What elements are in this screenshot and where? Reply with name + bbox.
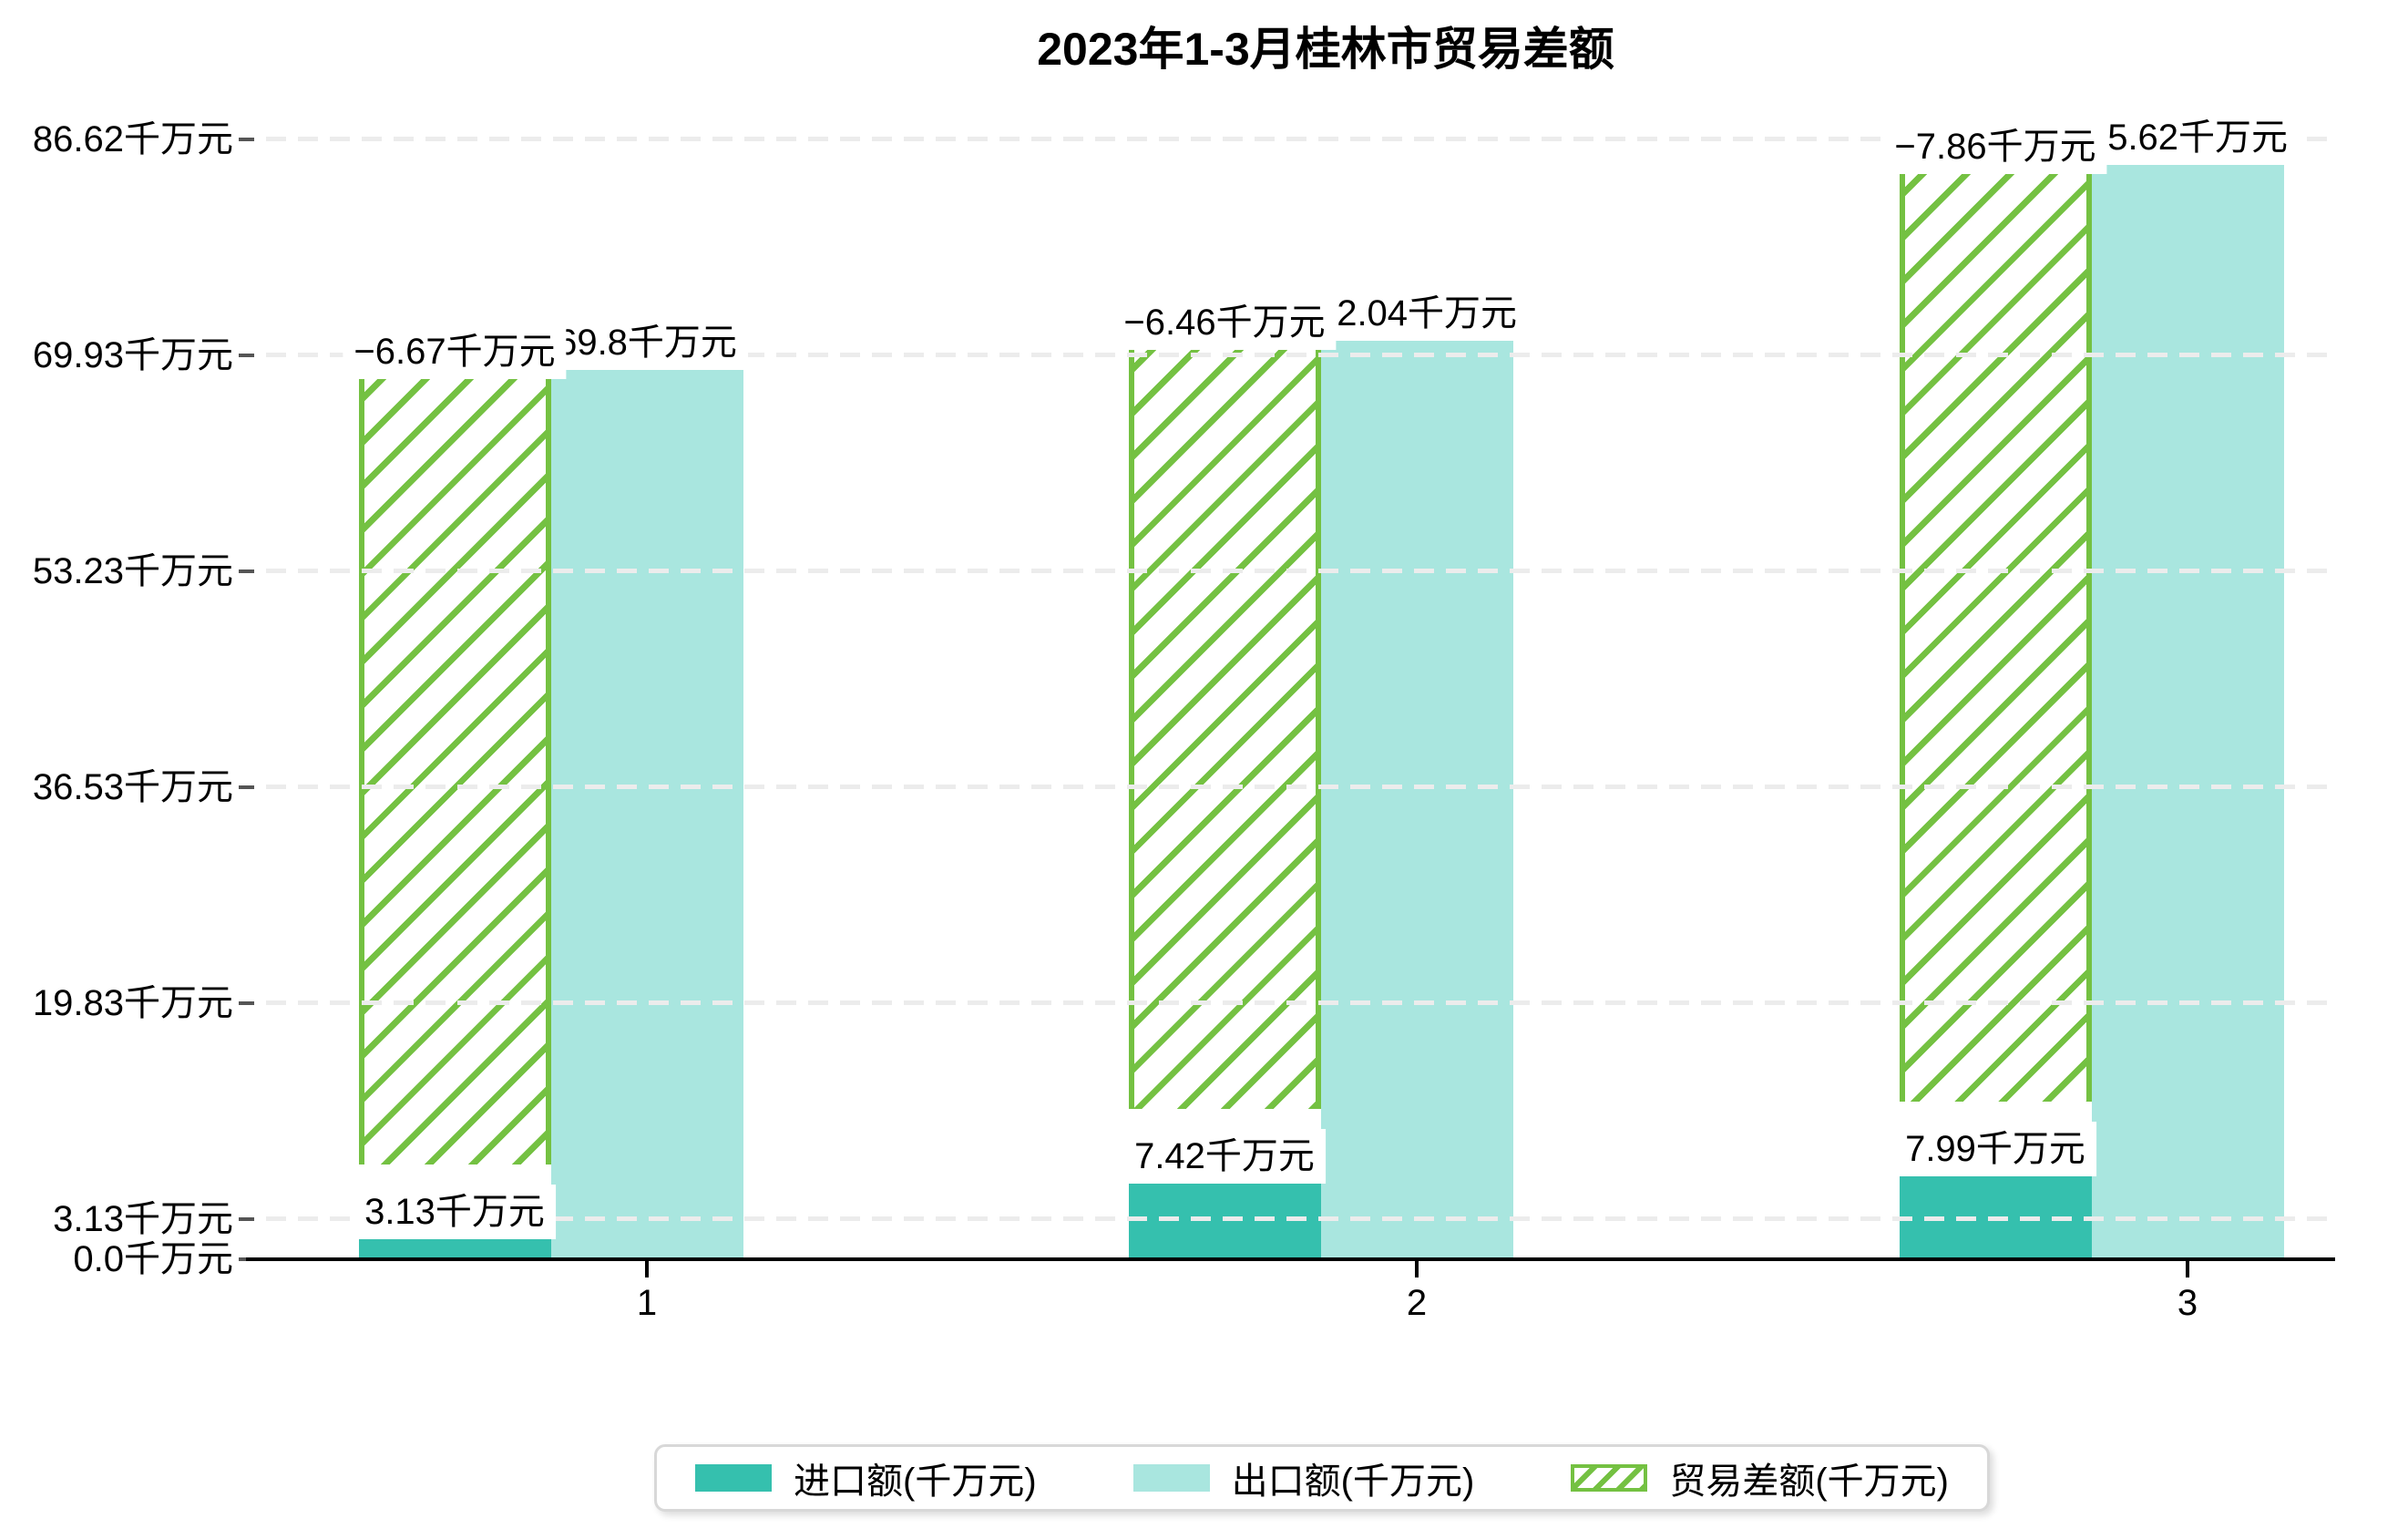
y-tick-mark xyxy=(239,569,254,573)
balance-value-label: −7.86千万元 xyxy=(1883,119,2107,174)
import-value-label: 3.13千万元 xyxy=(354,1185,556,1239)
y-tick-label: 53.23千万元 xyxy=(32,551,233,591)
y-tick-label: 0.0千万元 xyxy=(73,1239,233,1279)
balance-value-label: −6.46千万元 xyxy=(1112,295,1337,350)
gridline xyxy=(266,785,2335,789)
gridline xyxy=(266,569,2335,573)
x-tick-label: 1 xyxy=(636,1283,658,1323)
x-axis xyxy=(246,1257,2335,1261)
y-tick-mark xyxy=(239,138,254,141)
y-tick-label: 3.13千万元 xyxy=(53,1199,233,1239)
gridline xyxy=(266,137,2335,141)
y-tick-label: 69.93千万元 xyxy=(32,335,233,375)
x-tick-mark xyxy=(2186,1261,2189,1277)
trade-balance-bar xyxy=(1129,328,1321,1109)
y-tick-mark xyxy=(239,1001,254,1005)
x-tick-label: 2 xyxy=(1406,1283,1428,1323)
export-value-label: 72.04千万元 xyxy=(1305,286,1529,341)
trade-balance-bar xyxy=(1900,152,2092,1102)
import-value-label: 7.99千万元 xyxy=(1894,1122,2096,1176)
legend-item: 出口额(千万元) xyxy=(1132,1452,1475,1504)
legend-label: 贸易差额(千万元) xyxy=(1669,1462,1949,1502)
y-tick-label: 86.62千万元 xyxy=(32,119,233,159)
y-tick-mark xyxy=(239,354,254,357)
import-value-label: 7.42千万元 xyxy=(1123,1129,1326,1184)
gridline xyxy=(266,353,2335,357)
y-tick-mark xyxy=(239,1217,254,1221)
legend-item: 进口额(千万元) xyxy=(695,1452,1037,1504)
legend-item: 贸易差额(千万元) xyxy=(1571,1452,1949,1504)
x-tick-label: 3 xyxy=(2177,1283,2198,1323)
gridline xyxy=(266,1216,2335,1221)
export-value-label: 85.62千万元 xyxy=(2075,110,2300,165)
balance-value-label: −6.67千万元 xyxy=(343,324,567,379)
export-bar xyxy=(2092,152,2284,1261)
gridline xyxy=(266,1000,2335,1005)
import-legend-swatch xyxy=(695,1464,772,1492)
legend-label: 进口额(千万元) xyxy=(794,1462,1037,1502)
export-bar xyxy=(1321,328,1513,1261)
legend-label: 出口额(千万元) xyxy=(1231,1462,1475,1502)
legend: 进口额(千万元) 出口额(千万元) 贸易差额(千万元) xyxy=(654,1444,1990,1512)
x-tick-mark xyxy=(645,1261,649,1277)
export-legend-swatch xyxy=(1132,1464,1210,1492)
trade-balance-bar xyxy=(359,357,551,1165)
y-tick-label: 36.53千万元 xyxy=(32,767,233,807)
y-tick-mark xyxy=(239,785,254,789)
balance-legend-swatch xyxy=(1571,1464,1648,1492)
chart-title: 2023年1-3月桂林市贸易差额 xyxy=(1037,24,1614,75)
export-value-label: 69.8千万元 xyxy=(546,315,748,370)
export-bar xyxy=(551,357,743,1261)
x-tick-mark xyxy=(1415,1261,1419,1277)
y-tick-label: 19.83千万元 xyxy=(32,983,233,1023)
